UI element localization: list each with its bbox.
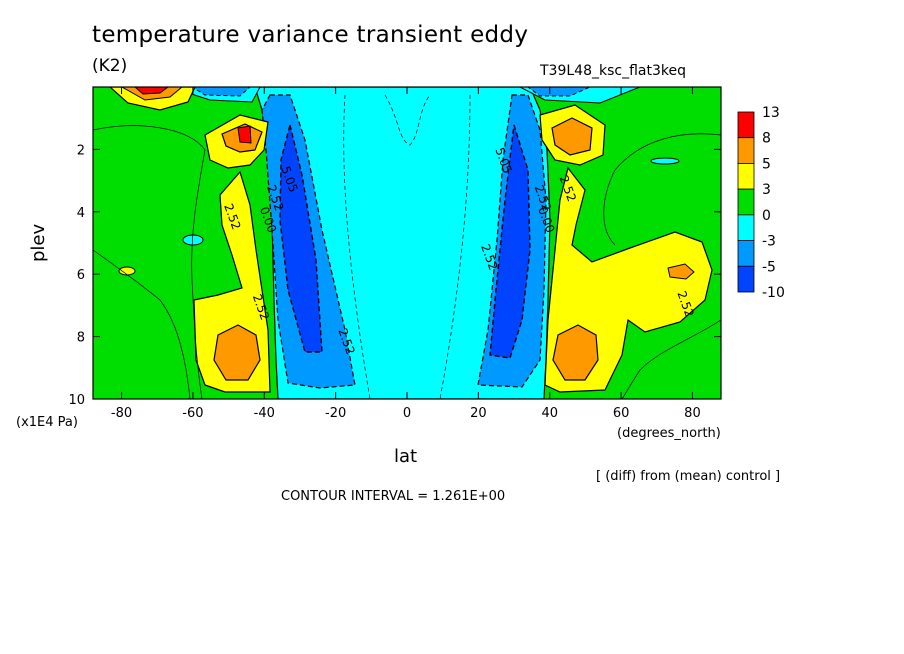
- chart-title: temperature variance transient eddy: [92, 22, 529, 48]
- x-tick-label: -40: [254, 406, 275, 421]
- y-tick-label: 2: [77, 143, 85, 158]
- contour-line-2: [93, 249, 191, 399]
- diff-note: [ (diff) from (mean) control ]: [596, 469, 781, 484]
- colorbar-label: 13: [762, 105, 780, 121]
- colorbar-label: -3: [762, 234, 776, 250]
- colorbar-swatch: [737, 265, 755, 293]
- colorbar-label: 0: [762, 208, 771, 224]
- x-tick-label: 60: [613, 406, 630, 421]
- units-label: (K2): [92, 56, 128, 76]
- colorbar-label: 5: [762, 156, 771, 172]
- contour-fields: [93, 87, 721, 399]
- field-left-orange-lower: [213, 324, 261, 381]
- colorbar: 13 8 5 3 0 -3 -5 -10: [737, 105, 785, 301]
- colorbar-label: -5: [762, 259, 776, 275]
- x-tick-label: 20: [470, 406, 487, 421]
- colorbar-label: -10: [762, 285, 785, 301]
- colorbar-label: 8: [762, 131, 771, 147]
- colorbar-swatch: [737, 163, 755, 190]
- x-tick-label: -60: [182, 406, 203, 421]
- contour-line-6: [343, 94, 371, 399]
- field-left-yellow-blob: [118, 266, 136, 276]
- y-axis-unit: (x1E4 Pa): [16, 415, 78, 430]
- field-top-right-blue: [527, 87, 591, 97]
- run-label: T39L48_ksc_flat3keq: [540, 63, 686, 79]
- colorbar-swatch: [737, 137, 755, 164]
- y-tick-label: 10: [68, 393, 85, 408]
- contour-line-5: [384, 94, 431, 146]
- contour-line-1: [93, 125, 206, 399]
- x-tick-label: 0: [403, 406, 411, 421]
- x-axis-unit: (degrees_north): [617, 426, 721, 441]
- axes: -80 -60 -40 -20 0 20 40 60 80 2 4 6 8 10: [68, 87, 721, 421]
- field-right-cyan-blob: [650, 157, 680, 165]
- field-right-blue-core: [489, 124, 531, 359]
- colorbar-swatch: [737, 188, 755, 216]
- field-left-blue-core: [279, 124, 323, 353]
- colorbar-swatch: [737, 111, 755, 139]
- colorbar-swatch: [737, 214, 755, 241]
- y-tick-label: 4: [77, 206, 85, 221]
- colorbar-swatch: [737, 240, 755, 267]
- x-tick-label: 80: [684, 406, 701, 421]
- field-right-orange-east: [667, 263, 695, 280]
- y-tick-label: 8: [77, 331, 85, 346]
- x-axis-label: lat: [394, 446, 418, 467]
- field-right-orange-lower: [552, 324, 599, 381]
- contour-line-4: [621, 319, 721, 399]
- field-left-red-upper: [237, 125, 252, 144]
- x-tick-label: -20: [325, 406, 346, 421]
- contour-line-7: [439, 94, 471, 399]
- field-left-top-red: [134, 87, 169, 95]
- x-tick-label: 40: [541, 406, 558, 421]
- contour-interval: CONTOUR INTERVAL = 1.261E+00: [281, 489, 506, 504]
- field-top-left-blue: [191, 87, 251, 97]
- colorbar-label: 3: [762, 182, 771, 198]
- field-right-orange-upper: [551, 117, 593, 156]
- x-tick-label: -80: [111, 406, 132, 421]
- y-tick-label: 6: [77, 268, 85, 283]
- contour-line-3: [603, 133, 721, 246]
